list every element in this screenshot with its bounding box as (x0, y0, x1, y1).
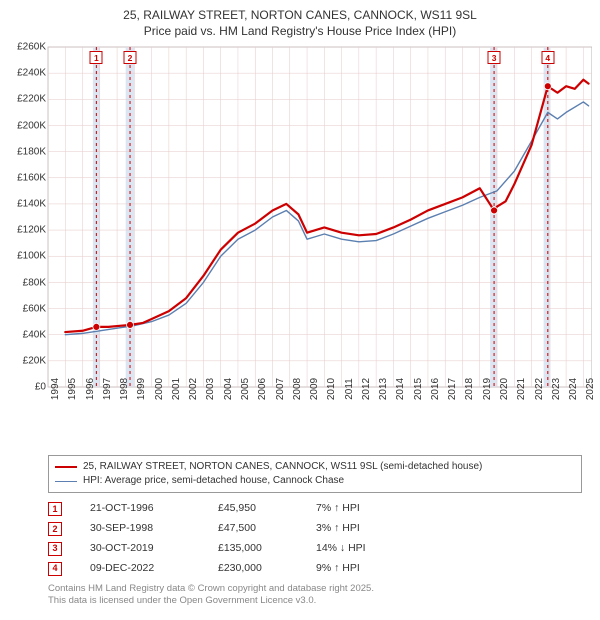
legend-swatch (55, 481, 77, 482)
sale-price: £45,950 (218, 499, 288, 519)
x-tick-label: 2011 (342, 378, 355, 400)
x-tick-label: 2015 (411, 378, 424, 400)
legend-row: HPI: Average price, semi-detached house,… (55, 474, 575, 488)
chart-marker: 4 (541, 51, 554, 64)
x-tick-label: 2019 (480, 378, 493, 400)
y-tick-label: £100K (17, 251, 48, 262)
y-tick-label: £240K (17, 68, 48, 79)
sale-delta: 14% ↓ HPI (316, 539, 406, 559)
x-tick-label: 2005 (238, 378, 251, 400)
legend-label: 25, RAILWAY STREET, NORTON CANES, CANNOC… (83, 460, 482, 474)
legend: 25, RAILWAY STREET, NORTON CANES, CANNOC… (48, 455, 582, 493)
x-tick-label: 2025 (583, 378, 596, 400)
x-tick-label: 2007 (273, 378, 286, 400)
y-tick-label: £200K (17, 120, 48, 131)
title-line-2: Price paid vs. HM Land Registry's House … (8, 24, 592, 40)
chart-title: 25, RAILWAY STREET, NORTON CANES, CANNOC… (8, 8, 592, 39)
sale-price: £47,500 (218, 519, 288, 539)
x-tick-label: 2000 (152, 378, 165, 400)
x-tick-label: 2024 (566, 378, 579, 400)
y-tick-label: £40K (23, 329, 48, 340)
y-tick-label: £0 (35, 382, 48, 393)
y-tick-label: £120K (17, 225, 48, 236)
footer-line-1: Contains HM Land Registry data © Crown c… (48, 583, 582, 595)
sale-price: £135,000 (218, 539, 288, 559)
sale-date: 09-DEC-2022 (90, 559, 190, 579)
x-tick-label: 2010 (324, 378, 337, 400)
x-tick-label: 2006 (255, 378, 268, 400)
sale-row: 2 30-SEP-1998 £47,500 3% ↑ HPI (48, 519, 582, 539)
y-tick-label: £80K (23, 277, 48, 288)
y-tick-label: £180K (17, 146, 48, 157)
sale-date: 30-SEP-1998 (90, 519, 190, 539)
x-tick-label: 2002 (186, 378, 199, 400)
y-tick-label: £260K (17, 42, 48, 53)
sale-row: 4 09-DEC-2022 £230,000 9% ↑ HPI (48, 559, 582, 579)
sale-delta: 3% ↑ HPI (316, 519, 406, 539)
x-tick-label: 2021 (514, 378, 527, 400)
y-tick-label: £140K (17, 199, 48, 210)
legend-row: 25, RAILWAY STREET, NORTON CANES, CANNOC… (55, 460, 575, 474)
x-tick-label: 2009 (307, 378, 320, 400)
sales-table: 1 21-OCT-1996 £45,950 7% ↑ HPI 2 30-SEP-1998 £… (48, 499, 582, 579)
y-tick-label: £220K (17, 94, 48, 105)
x-tick-label: 2013 (376, 378, 389, 400)
x-tick-label: 2014 (393, 378, 406, 400)
chart-area: £0 £20K £40K £60K £80K £100K £120K £140K £160K £1… (8, 43, 592, 413)
footer: Contains HM Land Registry data © Crown c… (48, 583, 582, 608)
x-tick-label: 1997 (100, 378, 113, 400)
x-tick-label: 2023 (549, 378, 562, 400)
legend-swatch (55, 466, 77, 468)
chart-marker: 1 (90, 51, 103, 64)
y-tick-label: £60K (23, 303, 48, 314)
x-tick-label: 2008 (290, 378, 303, 400)
sale-delta: 7% ↑ HPI (316, 499, 406, 519)
title-line-1: 25, RAILWAY STREET, NORTON CANES, CANNOC… (8, 8, 592, 24)
chart-svg (8, 43, 592, 413)
x-tick-label: 1998 (117, 378, 130, 400)
x-tick-label: 2004 (221, 378, 234, 400)
sale-row: 1 21-OCT-1996 £45,950 7% ↑ HPI (48, 499, 582, 519)
x-tick-label: 2022 (532, 378, 545, 400)
sale-marker: 3 (48, 542, 62, 556)
x-tick-label: 1994 (48, 378, 61, 400)
x-tick-label: 2020 (497, 378, 510, 400)
y-tick-label: £160K (17, 172, 48, 183)
sale-row: 3 30-OCT-2019 £135,000 14% ↓ HPI (48, 539, 582, 559)
x-tick-label: 2016 (428, 378, 441, 400)
sale-marker: 4 (48, 562, 62, 576)
sale-delta: 9% ↑ HPI (316, 559, 406, 579)
sale-marker: 1 (48, 502, 62, 516)
x-tick-label: 1996 (83, 378, 96, 400)
x-tick-label: 2017 (445, 378, 458, 400)
legend-label: HPI: Average price, semi-detached house,… (83, 474, 344, 488)
sale-price: £230,000 (218, 559, 288, 579)
x-tick-label: 2012 (359, 378, 372, 400)
chart-marker: 2 (124, 51, 137, 64)
y-tick-label: £20K (23, 356, 48, 367)
sale-date: 21-OCT-1996 (90, 499, 190, 519)
sale-marker: 2 (48, 522, 62, 536)
x-tick-label: 1999 (134, 378, 147, 400)
x-tick-label: 1995 (65, 378, 78, 400)
x-tick-label: 2018 (462, 378, 475, 400)
sale-date: 30-OCT-2019 (90, 539, 190, 559)
chart-marker: 3 (488, 51, 501, 64)
x-tick-label: 2003 (203, 378, 216, 400)
footer-line-2: This data is licensed under the Open Gov… (48, 595, 582, 607)
x-tick-label: 2001 (169, 378, 182, 400)
